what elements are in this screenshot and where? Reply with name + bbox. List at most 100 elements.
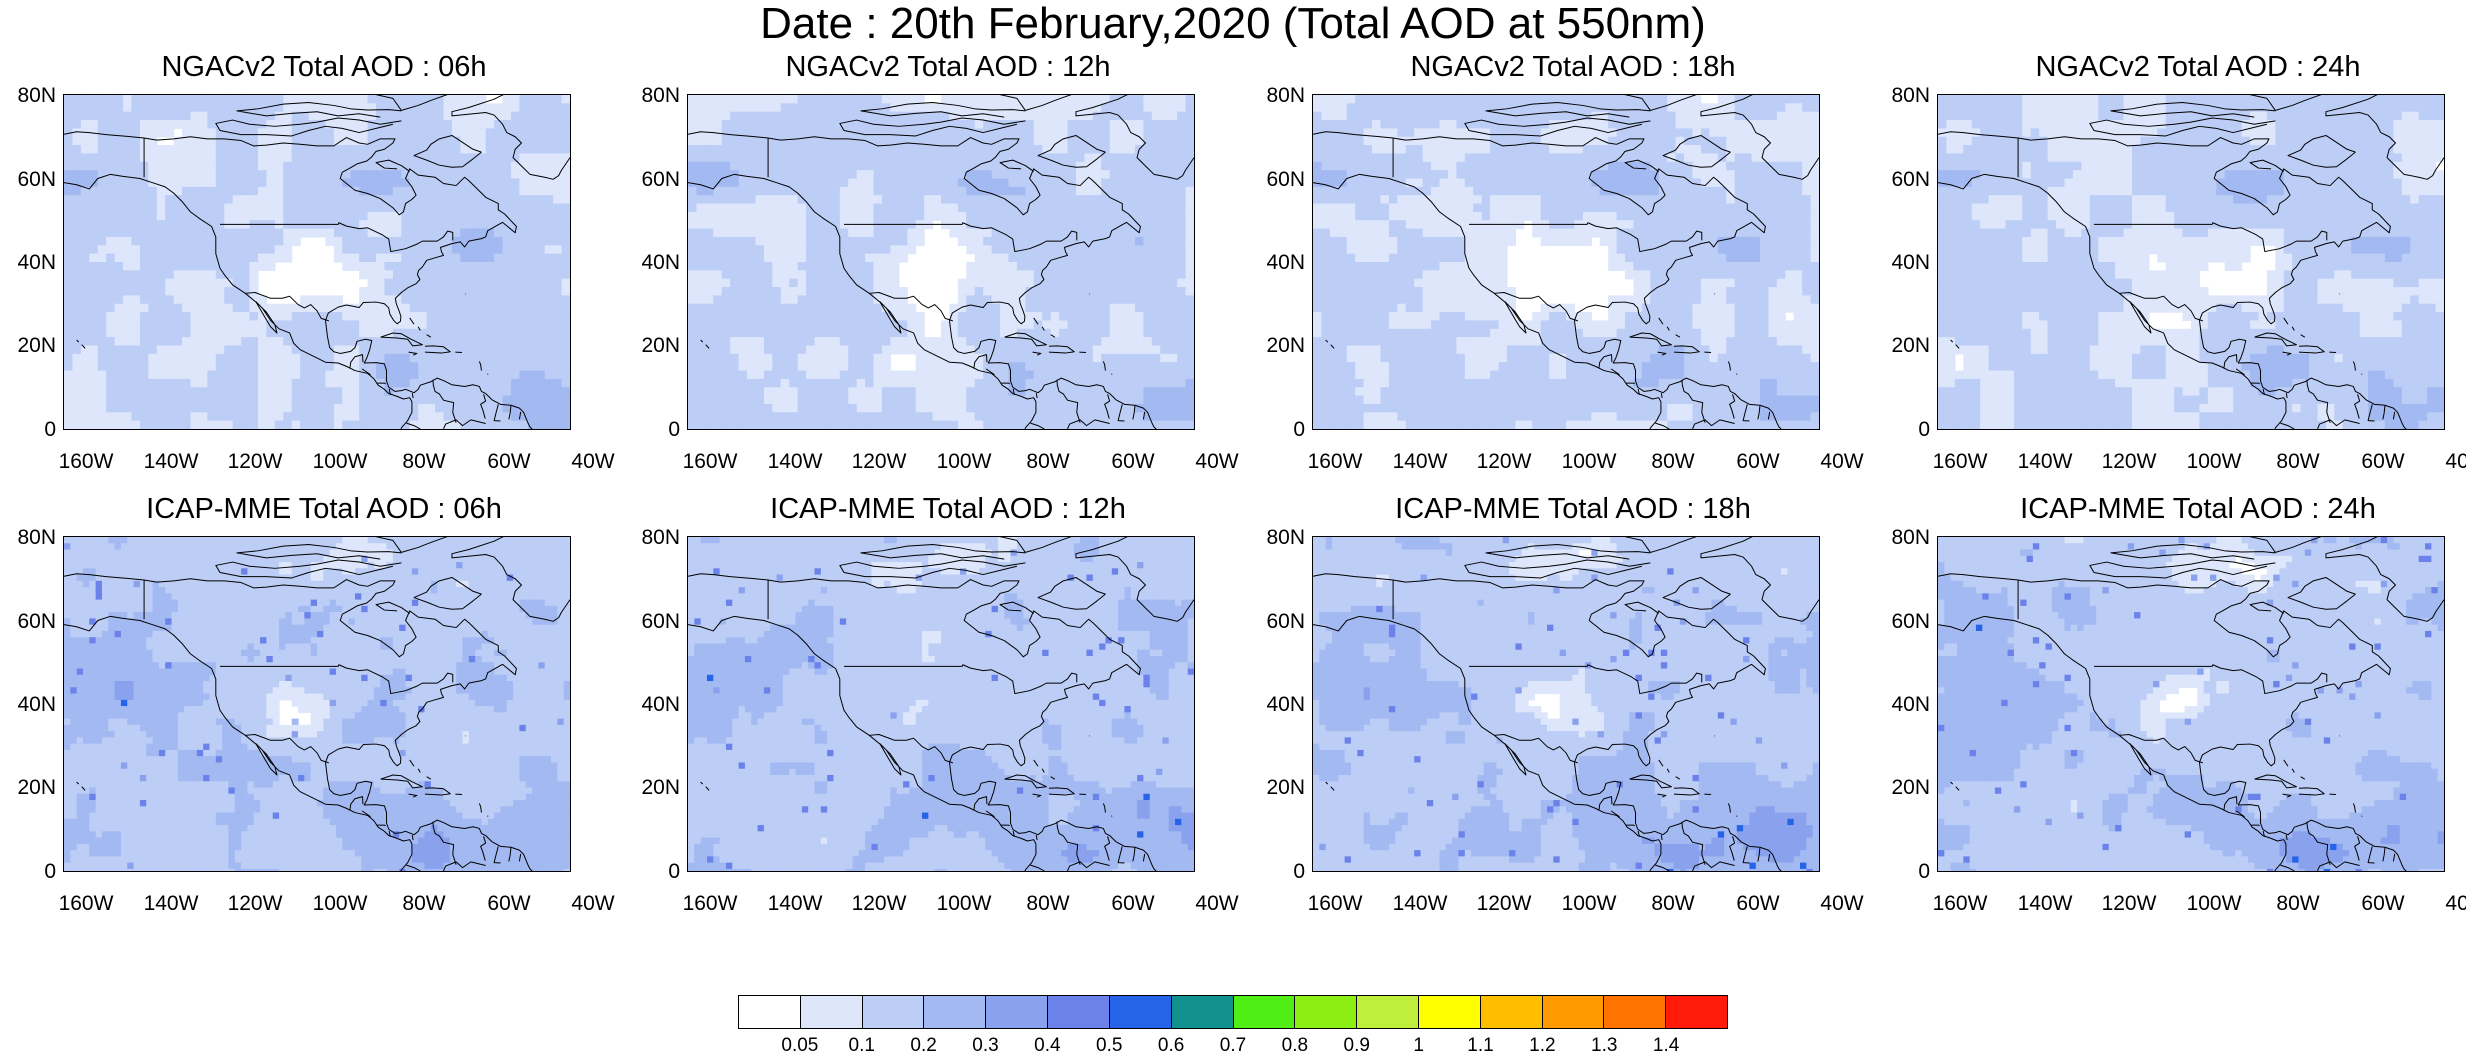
colorbar-tick-label: 0.8 [1265,1036,1325,1055]
lat-tick-label: 80N [624,85,680,106]
aod-field [1938,95,2444,429]
colorbar-swatch [1418,996,1481,1028]
lat-tick-label: 60N [1249,611,1305,632]
lon-tick-label: 160W [1295,893,1375,914]
lon-tick-label: 120W [839,451,919,472]
lon-tick-label: 120W [1464,893,1544,914]
colorbar-swatch [739,996,801,1028]
colorbar-swatch [1295,996,1358,1028]
lon-tick-label: 40W [553,451,633,472]
colorbar-swatch [1480,996,1543,1028]
map-frame [1312,536,1820,872]
coastlines [64,537,570,871]
lat-tick-label: 80N [0,527,56,548]
lat-tick-label: 60N [1249,169,1305,190]
aod-colorbar [738,995,1728,1029]
aod-field [64,537,570,871]
map-frame [687,94,1195,430]
colorbar-tick-label: 0.9 [1327,1036,1387,1055]
panel-title: NGACv2 Total AOD : 24h [1918,52,2466,82]
lon-tick-label: 40W [1802,893,1882,914]
lat-tick-label: 60N [1874,169,1930,190]
lon-tick-label: 80W [1008,451,1088,472]
lat-tick-label: 80N [1874,527,1930,548]
lon-tick-label: 140W [1380,451,1460,472]
coastlines [1313,537,1819,871]
lon-tick-label: 60W [469,451,549,472]
lon-tick-label: 160W [670,451,750,472]
colorbar-swatch [862,996,925,1028]
colorbar-tick-label: 0.1 [832,1036,892,1055]
lon-tick-label: 100W [2174,451,2254,472]
aod-map-svg [1938,95,2444,429]
aod-map-svg [1938,537,2444,871]
lon-tick-label: 120W [215,451,295,472]
colorbar-swatch [800,996,863,1028]
map-panel-icap-06: ICAP-MME Total AOD : 06h 80N 60N 40N 20N 0 160… [0,494,614,914]
colorbar-tick-label: 0.4 [1017,1036,1077,1055]
aod-map-svg [1313,537,1819,871]
colorbar-tick-label: 0.5 [1079,1036,1139,1055]
lon-tick-label: 60W [1718,893,1798,914]
lon-tick-label: 120W [2089,893,2169,914]
colorbar-swatch [1171,996,1234,1028]
colorbar-tick-label: 0.7 [1203,1036,1263,1055]
lat-tick-label: 20N [624,777,680,798]
aod-field [1313,95,1819,429]
lat-tick-label: 20N [624,335,680,356]
lat-tick-label: 20N [1874,335,1930,356]
colorbar-tick-label: 1 [1389,1036,1449,1055]
colorbar-swatch [986,996,1049,1028]
lon-tick-label: 60W [1093,451,1173,472]
lat-tick-label: 60N [624,169,680,190]
lat-tick-label: 60N [0,611,56,632]
lon-tick-label: 160W [1920,451,2000,472]
aod-map-svg [64,95,570,429]
lon-tick-label: 60W [2343,451,2423,472]
lat-tick-label: 80N [1249,527,1305,548]
lon-tick-label: 40W [2427,893,2466,914]
lat-tick-label: 80N [1249,85,1305,106]
lon-tick-label: 160W [46,893,126,914]
lon-tick-label: 160W [1920,893,2000,914]
aod-field [688,95,1194,429]
lat-tick-label: 60N [0,169,56,190]
lon-tick-label: 40W [1177,451,1257,472]
aod-field [1938,537,2444,871]
colorbar-tick-label: 1.1 [1451,1036,1511,1055]
aod-field [1313,537,1819,871]
lon-tick-label: 80W [384,451,464,472]
lon-tick-label: 140W [2005,451,2085,472]
lon-tick-label: 100W [924,451,1004,472]
colorbar-swatch [1233,996,1296,1028]
lon-tick-label: 140W [131,893,211,914]
map-frame [1937,94,2445,430]
lon-tick-label: 60W [2343,893,2423,914]
colorbar-tick-label: 1.3 [1574,1036,1634,1055]
colorbar-tick-label: 0.3 [956,1036,1016,1055]
lon-tick-label: 100W [924,893,1004,914]
lat-tick-label: 0 [624,419,680,440]
lon-tick-label: 140W [2005,893,2085,914]
lat-tick-label: 80N [1874,85,1930,106]
lat-tick-label: 0 [1874,419,1930,440]
coastlines [1938,537,2444,871]
map-frame [687,536,1195,872]
panel-title: ICAP-MME Total AOD : 18h [1293,494,1853,524]
lat-tick-label: 0 [1874,861,1930,882]
lon-tick-label: 160W [1295,451,1375,472]
lat-tick-label: 20N [0,777,56,798]
lon-tick-label: 60W [1093,893,1173,914]
colorbar-tick-label: 0.05 [770,1036,830,1055]
coastlines [1938,95,2444,429]
colorbar-swatch [1542,996,1605,1028]
aod-map-svg [688,537,1194,871]
colorbar-tick-label: 1.4 [1636,1036,1696,1055]
map-panel-ngac-12: NGACv2 Total AOD : 12h 80N 60N 40N 20N 0 160W 1… [624,52,1238,472]
coastlines [688,95,1194,429]
map-frame [63,94,571,430]
lat-tick-label: 40N [1249,694,1305,715]
lat-tick-label: 40N [624,252,680,273]
lat-tick-label: 40N [1874,694,1930,715]
coastlines [64,95,570,429]
